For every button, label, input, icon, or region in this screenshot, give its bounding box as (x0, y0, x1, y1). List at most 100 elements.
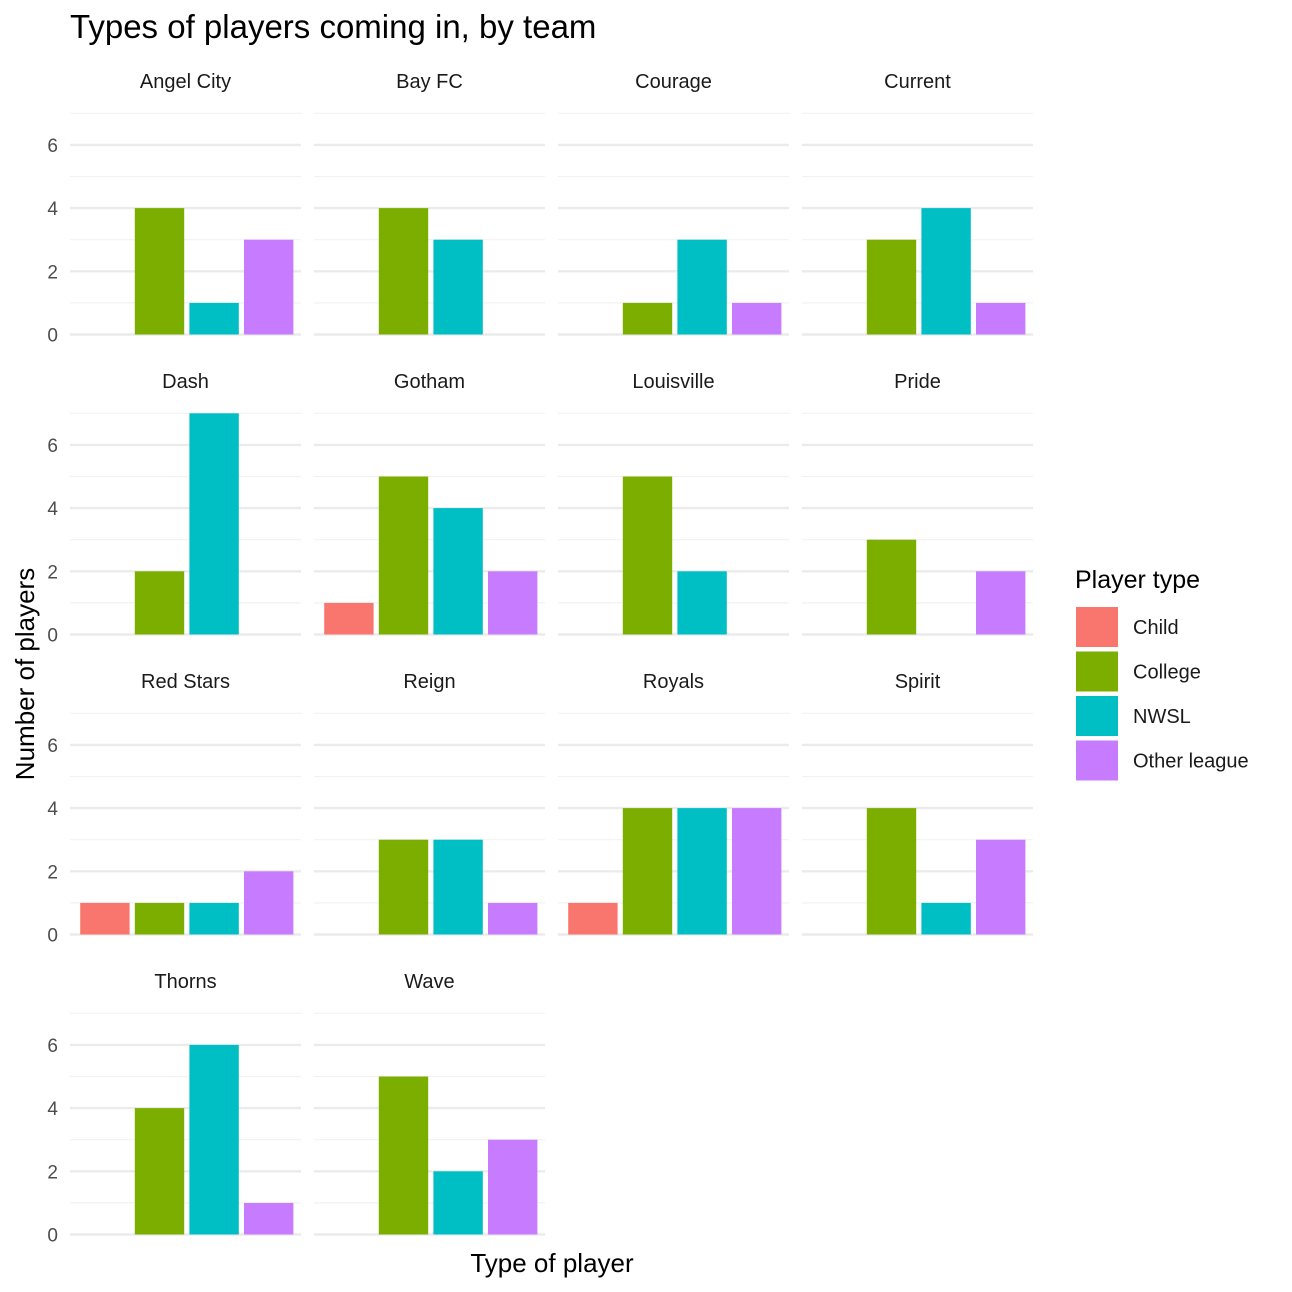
bar-college (622, 808, 673, 935)
facet-panel: Wave (314, 971, 545, 1236)
bar-college (378, 839, 429, 935)
y-tick-label: 0 (47, 326, 58, 347)
bar-nwsl (921, 902, 971, 935)
facet-panel: Angel City 0 2 4 6 (47, 71, 301, 347)
bar-other-league (244, 871, 294, 935)
bar-college (378, 1076, 429, 1235)
facet-panel: Royals (558, 671, 789, 936)
facet-strip-label: Reign (403, 671, 455, 693)
y-tick-label: 6 (47, 1036, 58, 1057)
y-tick-label: 6 (47, 736, 58, 757)
facet-strip-label: Wave (404, 971, 454, 993)
bar-college (866, 239, 917, 335)
facet-strip-label: Current (884, 71, 951, 93)
y-tick-label: 0 (47, 626, 58, 647)
legend-title: Player type (1075, 566, 1200, 594)
chart-title: Types of players coming in, by team (70, 8, 596, 45)
bar-nwsl (677, 239, 727, 335)
facet-panel: Bay FC (314, 71, 545, 336)
bar-college (378, 208, 429, 335)
facet-panel: Dash 0 2 4 6 (47, 371, 301, 647)
legend-swatch (1076, 696, 1118, 736)
legend-label: Other league (1133, 751, 1249, 773)
facet-strip-label: Dash (162, 371, 209, 393)
bar-nwsl (189, 413, 239, 635)
facet-strip-label: Gotham (394, 371, 465, 393)
bar-nwsl (677, 571, 727, 635)
y-tick-label: 2 (47, 1162, 58, 1183)
legend-label: NWSL (1133, 706, 1191, 728)
facet-strip-label: Bay FC (396, 71, 463, 93)
bar-other-league (244, 1202, 294, 1235)
y-tick-label: 4 (47, 199, 58, 220)
bar-child (324, 602, 374, 635)
bar-other-league (488, 571, 538, 635)
facet-strip-label: Courage (635, 71, 712, 93)
legend: Child College NWSL Other league (1076, 607, 1249, 781)
facet-strip-label: Royals (643, 671, 704, 693)
bar-other-league (976, 571, 1026, 635)
bar-nwsl (433, 239, 483, 335)
bar-child (80, 902, 130, 935)
bar-child (568, 902, 618, 935)
y-tick-label: 0 (47, 926, 58, 947)
y-tick-label: 0 (47, 1226, 58, 1247)
bar-nwsl (677, 808, 727, 935)
legend-swatch (1076, 651, 1118, 692)
bar-other-league (976, 302, 1026, 335)
bar-college (622, 476, 673, 635)
y-axis-title: Number of players (10, 568, 40, 780)
facet-panel: Louisville (558, 371, 789, 636)
bar-nwsl (433, 839, 483, 935)
facet-panel: Pride (802, 371, 1033, 636)
bar-college (134, 902, 185, 935)
facet-strip-label: Angel City (140, 71, 231, 93)
bar-other-league (976, 839, 1026, 935)
y-tick-label: 6 (47, 436, 58, 457)
bar-nwsl (433, 508, 483, 635)
facet-panel: Spirit (802, 671, 1033, 936)
legend-label: College (1133, 662, 1201, 684)
y-tick-label: 2 (47, 862, 58, 883)
facet-panel: Gotham (314, 371, 545, 636)
bar-nwsl (921, 208, 971, 335)
facet-strip-label: Pride (894, 371, 941, 393)
bar-college (622, 302, 673, 335)
legend-label: Child (1133, 617, 1179, 639)
bar-college (866, 539, 917, 635)
facet-panel: Reign (314, 671, 545, 936)
x-axis-title: Type of player (470, 1248, 634, 1278)
bar-other-league (488, 1139, 538, 1235)
bar-college (134, 571, 185, 635)
bar-college (134, 1108, 185, 1235)
facet-strip-label: Spirit (895, 671, 941, 693)
facet-panel: Current (802, 71, 1033, 336)
facet-strip-label: Thorns (154, 971, 216, 993)
facet-strip-label: Louisville (632, 371, 714, 393)
bar-nwsl (433, 1171, 483, 1235)
y-tick-label: 4 (47, 499, 58, 520)
bar-college (866, 808, 917, 935)
y-tick-label: 4 (47, 799, 58, 820)
facet-strip-label: Red Stars (141, 671, 230, 693)
y-tick-label: 2 (47, 562, 58, 583)
legend-swatch (1076, 740, 1118, 781)
y-tick-label: 2 (47, 262, 58, 283)
bar-other-league (732, 808, 782, 935)
bar-other-league (488, 902, 538, 935)
bar-nwsl (189, 1044, 239, 1235)
facet-panel: Courage (558, 71, 789, 336)
bar-college (378, 476, 429, 635)
legend-swatch (1076, 607, 1118, 647)
bar-other-league (732, 302, 782, 335)
y-tick-label: 4 (47, 1099, 58, 1120)
bar-nwsl (189, 902, 239, 935)
y-tick-label: 6 (47, 136, 58, 157)
facet-panel: Thorns 0 2 4 6 (47, 971, 301, 1247)
bar-college (134, 208, 185, 335)
bar-nwsl (189, 302, 239, 335)
bar-other-league (244, 239, 294, 335)
facet-panels: Angel City 0 2 4 6 Bay FC Courage Current Dash 0 2… (47, 71, 1033, 1247)
facet-panel: Red Stars 0 2 4 6 (47, 671, 301, 947)
